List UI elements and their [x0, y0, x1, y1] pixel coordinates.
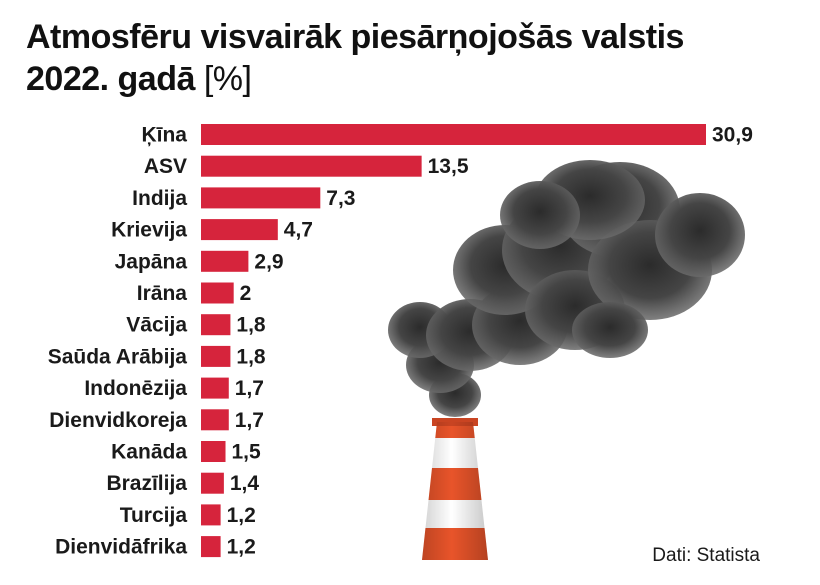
smoke-cloud: [388, 160, 745, 417]
value-label: 1,7: [235, 377, 264, 400]
bar: [201, 536, 221, 558]
value-label: 1,4: [230, 472, 260, 495]
category-label: Vācija: [126, 314, 187, 337]
category-label: ASV: [144, 155, 187, 178]
value-label: 2,9: [254, 250, 283, 273]
bars-group: Ķīna 30,9 ASV 13,5 Indija 7,3 Krievija 4,7 Japān…: [48, 124, 753, 559]
chart-title-unit: [%]: [203, 60, 252, 98]
category-label: Dienvidāfrika: [55, 536, 187, 559]
category-label: Japāna: [115, 250, 188, 273]
category-label: Saūda Arābija: [48, 345, 188, 368]
bar: [201, 409, 229, 431]
bar: [201, 282, 234, 304]
chimney: [422, 418, 488, 560]
bar: [201, 345, 231, 367]
value-label: 1,8: [236, 345, 266, 368]
value-label: 1,5: [232, 441, 262, 464]
value-label: 4,7: [284, 219, 313, 242]
category-label: Kanāda: [111, 441, 187, 464]
category-label: Indija: [132, 187, 187, 210]
chart-title-line-2: 2022. gadā [%]: [26, 58, 806, 100]
bar: [201, 314, 231, 336]
chart-title: Atmosfēru visvairāk piesārņojošās valsti…: [26, 16, 806, 100]
source-note: Dati: Statista: [652, 545, 760, 566]
category-label: Ķīna: [141, 124, 187, 147]
chart-title-line-1: Atmosfēru visvairāk piesārņojošās valsti…: [26, 18, 684, 56]
value-label: 30,9: [712, 124, 753, 147]
category-label: Irāna: [137, 282, 188, 305]
value-label: 1,7: [235, 409, 264, 432]
bar: [201, 504, 221, 526]
category-label: Brazīlija: [106, 472, 187, 495]
bar: [201, 377, 229, 399]
category-label: Turcija: [120, 504, 188, 527]
bar: [201, 219, 278, 241]
bar: [201, 250, 249, 272]
category-label: Krievija: [111, 219, 187, 242]
bar: [201, 124, 706, 145]
category-label: Indonēzija: [84, 377, 187, 400]
category-label: Dienvidkoreja: [49, 409, 187, 432]
bar: [201, 472, 224, 494]
chart-title-year: 2022. gadā: [26, 60, 195, 98]
bar: [201, 187, 321, 209]
value-label: 1,2: [227, 504, 256, 527]
value-label: 2: [240, 282, 252, 305]
value-label: 1,8: [236, 314, 266, 337]
value-label: 1,2: [227, 536, 256, 559]
bar: [201, 155, 422, 177]
factory-smokestack-icon: [388, 160, 745, 560]
value-label: 7,3: [326, 187, 355, 210]
value-label: 13,5: [428, 155, 469, 178]
bar: [201, 441, 226, 462]
